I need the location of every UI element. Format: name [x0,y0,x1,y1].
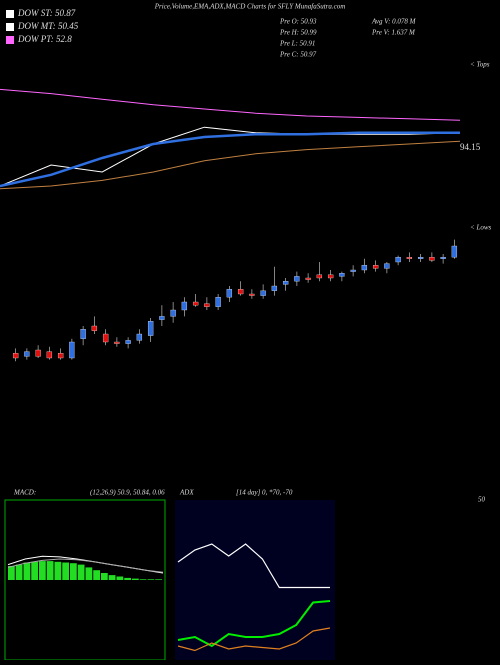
legend-label: DOW MT: 50.45 [17,21,79,31]
adx-level: 50 [478,496,486,504]
candle-body [46,351,53,359]
adx-line [177,543,330,589]
candle-body [372,265,379,269]
candle-body [395,257,401,263]
macd-text: (12,26,9) 50.9, 50.84, 0.06 [90,489,165,497]
candle-body [204,303,210,307]
candle-body [215,297,221,307]
candle-body [406,257,413,259]
adx-text: [14 day] 0, *70, -70 [236,489,293,497]
candle-body [327,274,334,279]
macd-bar [93,570,100,580]
adx-line [177,627,331,652]
candle-body [136,333,143,341]
macd-bar [62,562,69,580]
macd-bar [31,561,38,580]
ema-line [0,131,460,188]
candle-body [339,273,345,277]
candle-body [12,353,19,359]
candle-body [125,340,131,344]
candle-body [316,274,323,279]
candle-body [294,276,300,282]
macd-bar [124,577,131,580]
adx-panel [175,500,335,660]
candle-body [102,333,109,343]
legend-label: DOW PT: 52.8 [17,34,72,44]
candle-body [80,329,86,339]
candle-body [192,301,199,306]
macd-bar [116,576,124,580]
macd-bar [54,561,62,580]
candle-body [226,289,233,298]
candle-body [170,309,176,317]
macd-bar [101,573,108,580]
info: Pre V: 1.637 M [371,29,416,37]
macd-label: MACD: [13,489,36,497]
legend-swatch [6,23,14,31]
candle-body [271,285,278,291]
legend-swatch [6,10,14,18]
macd-bar [46,561,54,580]
candle-body [350,269,356,272]
candle-body [451,245,458,258]
candle-body [260,290,266,296]
macd-bar [8,566,15,580]
candle-body [147,321,154,336]
tops-label: < Tops [470,61,490,69]
ema-line [0,140,461,190]
candle-body [91,325,98,331]
info: Pre C: 50.97 [279,51,317,59]
candle-body [361,265,368,271]
info: Pre O: 50.93 [279,18,317,26]
candle-body [249,293,255,296]
macd-bar [108,575,116,580]
macd-bar [139,579,147,580]
adx-label: ADX [179,489,194,497]
macd-bar [23,562,31,580]
candle-body [305,277,311,280]
macd-bar [70,563,77,580]
candle-body [69,341,75,359]
candle-body [417,257,424,259]
ema-line [0,126,461,187]
candle-body [159,316,165,320]
chart-title: Price,Volume,EMA,ADX,MACD Charts for SFL… [154,3,346,11]
candle-body [35,349,41,357]
macd-bar [15,564,23,580]
macd-bar [132,578,139,580]
candle-body [181,301,188,311]
candle-body [429,257,435,261]
macd-bar [39,561,46,580]
info: Avg V: 0.078 M [371,18,417,26]
candle-body [237,289,244,295]
macd-bar [147,579,155,580]
legend-label: DOW ST: 50.87 [17,8,76,18]
macd-bar [155,579,162,580]
info: Pre L: 50.91 [279,40,315,48]
ema-line [0,88,461,121]
info: Pre H: 50.99 [279,29,317,37]
candle-body [57,353,64,359]
macd-line [7,558,164,573]
level-label: 94.15 [460,142,481,152]
adx-line [177,600,331,648]
macd-bar [85,567,93,580]
candle-body [282,281,289,285]
legend-swatch [6,36,14,44]
candle-body [24,351,30,357]
candle-body [440,257,446,259]
macd-bar [77,564,85,580]
lows-label: < Lows [470,224,492,232]
candle-body [114,341,120,344]
candle-body [384,263,390,269]
